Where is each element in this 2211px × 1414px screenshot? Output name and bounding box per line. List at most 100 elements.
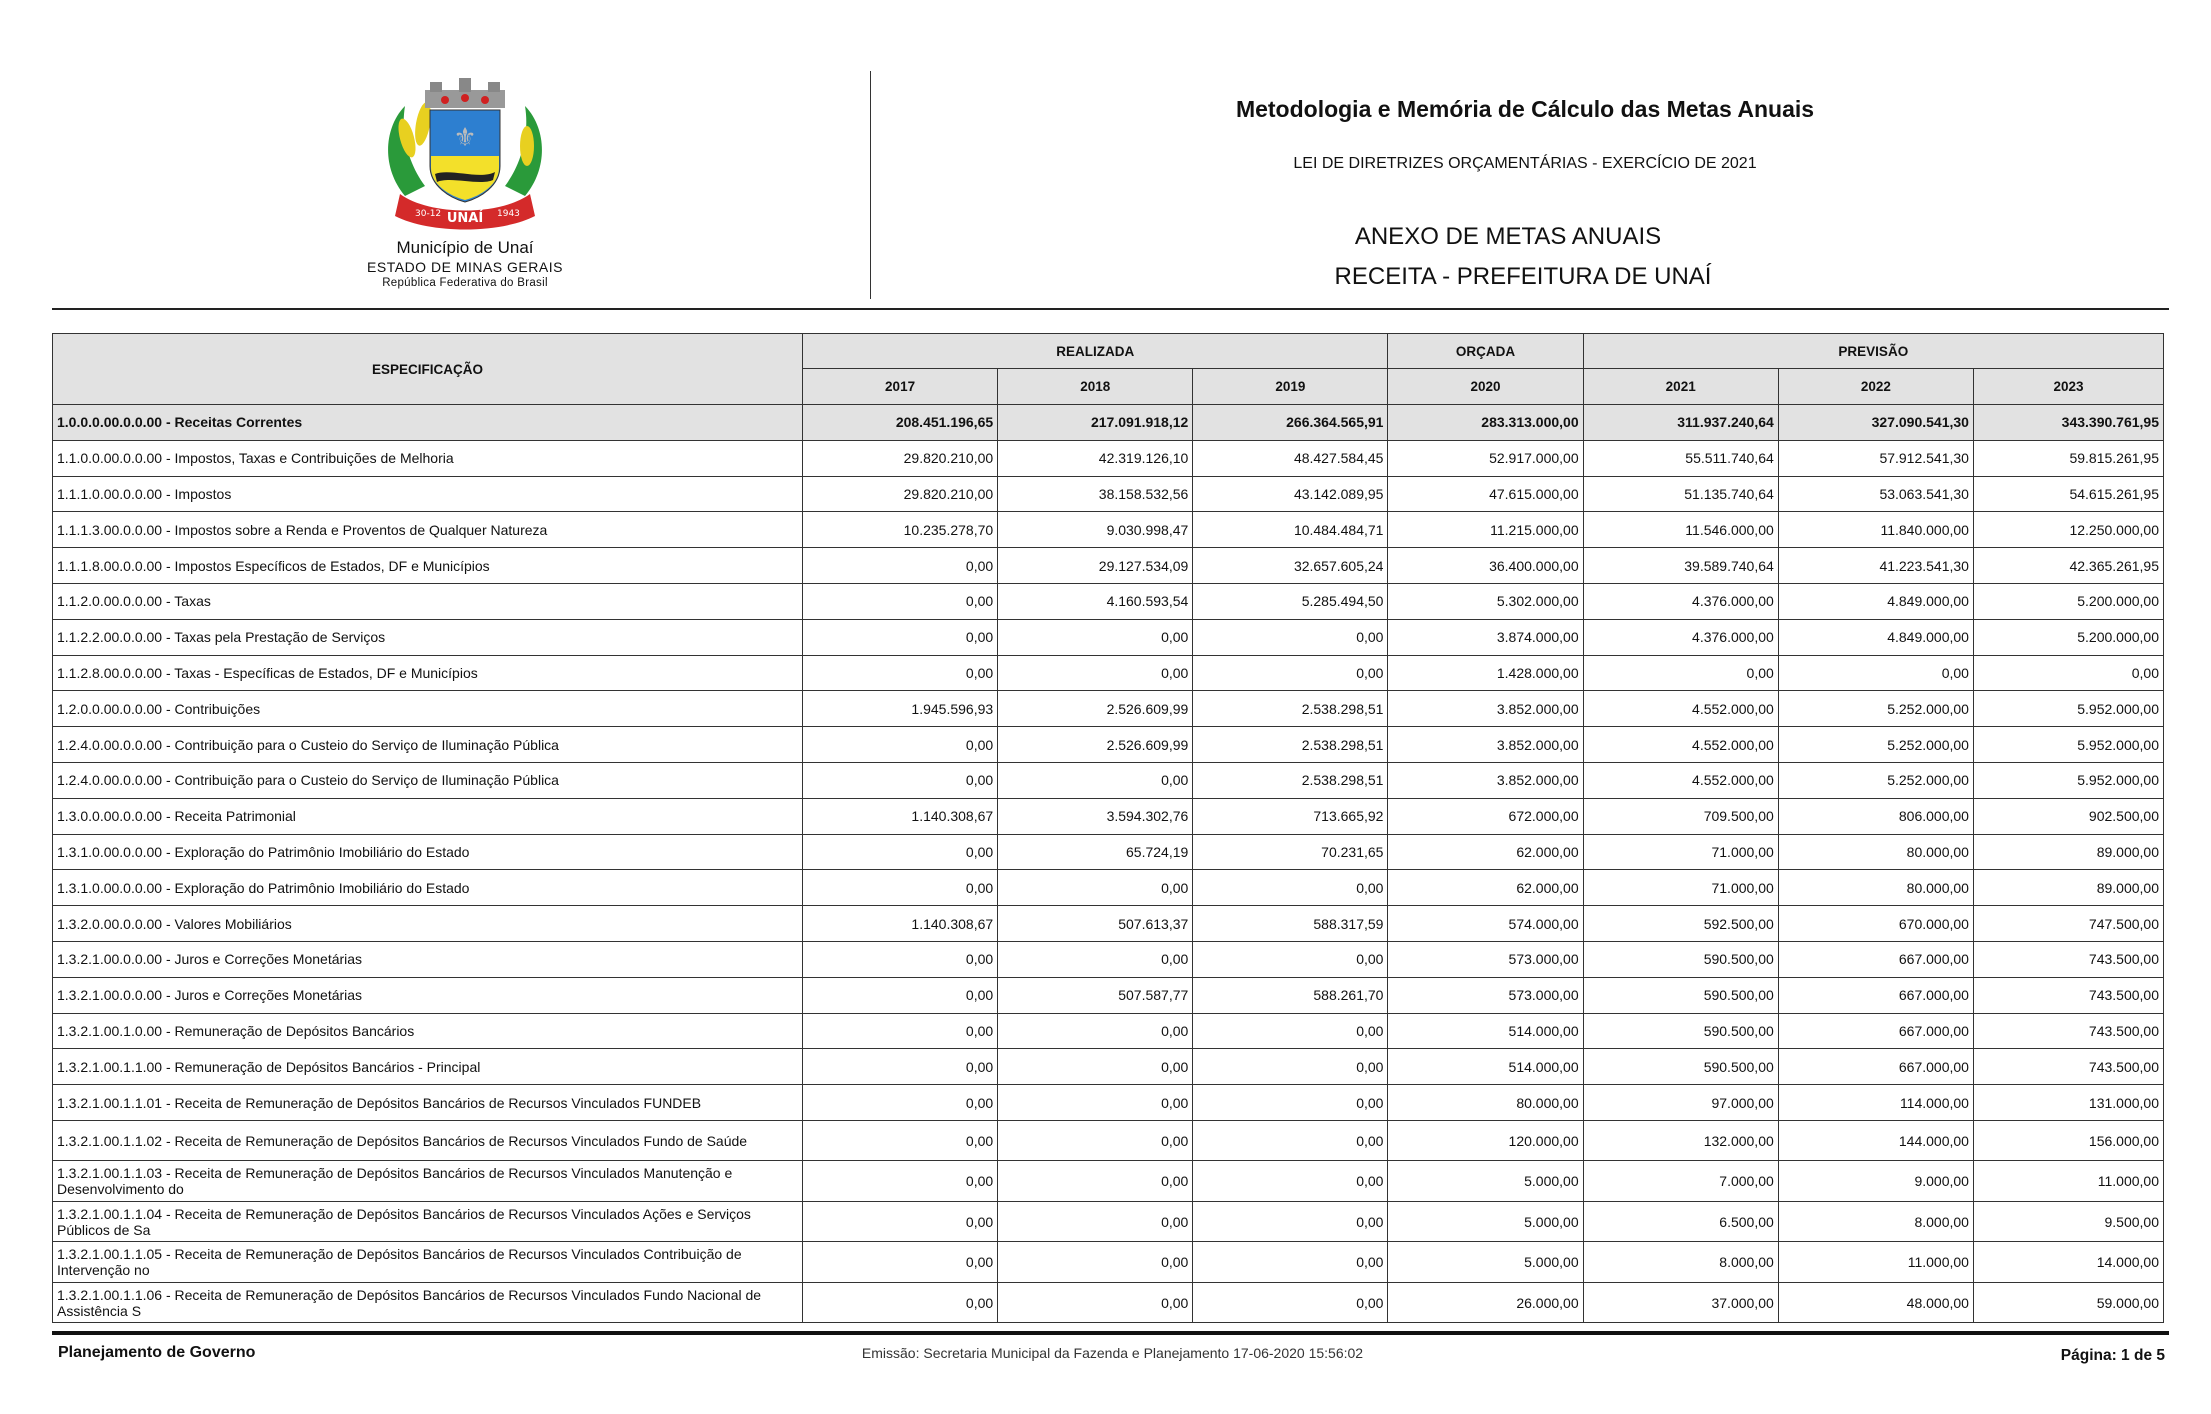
value-cell-2020: 5.000,00 — [1387, 1200, 1584, 1243]
value-cell-2017: 1.140.308,67 — [801, 905, 999, 942]
header-divider — [870, 71, 871, 299]
value-cell-2018: 0,00 — [997, 1200, 1194, 1243]
value-cell-2017: 0,00 — [801, 869, 999, 907]
row-specification: 1.3.2.1.00.1.1.04 - Receita de Remuneraç… — [52, 1200, 803, 1243]
value-cell-2017: 0,00 — [801, 1241, 999, 1283]
page-title: Metodologia e Memória de Cálculo das Met… — [1235, 96, 1815, 122]
year-header: 2022 — [1777, 368, 1974, 405]
value-cell-2020: 5.000,00 — [1387, 1241, 1584, 1283]
value-cell-2019: 2.538.298,51 — [1192, 761, 1389, 799]
value-cell-2022: 667.000,00 — [1777, 1012, 1974, 1050]
value-cell-2020: 672.000,00 — [1387, 797, 1584, 835]
table-row: 1.1.2.0.00.0.0.00 - Taxas 0,00 4.160.593,5… — [52, 582, 2165, 620]
year-header: 2019 — [1192, 368, 1389, 405]
value-cell-2023: 5.952.000,00 — [1972, 761, 2165, 799]
value-cell-2018: 0,00 — [997, 761, 1194, 799]
group-header-orcada: ORÇADA — [1387, 333, 1584, 369]
year-header: 2018 — [997, 368, 1194, 405]
value-cell-2020: 5.000,00 — [1387, 1160, 1584, 1202]
value-cell-2017: 10.235.278,70 — [801, 511, 999, 549]
value-cell-2019: 588.261,70 — [1192, 976, 1389, 1014]
row-specification: 1.3.1.0.00.0.0.00 - Exploração do Patrim… — [52, 869, 803, 907]
value-cell-2023: 5.200.000,00 — [1972, 618, 2165, 656]
state-name: ESTADO DE MINAS GERAIS — [367, 259, 563, 275]
value-cell-2017: 0,00 — [801, 940, 999, 978]
table-row: 1.3.2.1.00.1.1.04 - Receita de Remuneraç… — [52, 1200, 2165, 1243]
value-cell-2019: 0,00 — [1192, 1160, 1389, 1202]
value-cell-2020: 3.852.000,00 — [1387, 690, 1584, 728]
value-cell-2023: 42.365.261,95 — [1972, 547, 2165, 584]
value-cell-2018: 507.613,37 — [997, 905, 1194, 942]
value-cell-2023: 902.500,00 — [1972, 797, 2165, 835]
value-cell-2021: 6.500,00 — [1582, 1200, 1779, 1243]
row-specification: 1.3.0.0.00.0.0.00 - Receita Patrimonial — [52, 797, 803, 835]
value-cell-2021: 590.500,00 — [1582, 1012, 1779, 1050]
value-cell-2020: 514.000,00 — [1387, 1012, 1584, 1050]
value-cell-2022: 667.000,00 — [1777, 976, 1974, 1014]
table-row: 1.3.2.1.00.0.0.00 - Juros e Correções Mo… — [52, 976, 2165, 1014]
footer-department: Planejamento de Governo — [58, 1344, 256, 1361]
row-specification: 1.2.4.0.00.0.0.00 - Contribuição para o … — [52, 761, 803, 799]
value-cell-2019: 5.285.494,50 — [1192, 582, 1389, 620]
value-cell-2021: 39.589.740,64 — [1582, 547, 1779, 584]
table-row: 1.3.2.1.00.1.0.00 - Remuneração de Depós… — [52, 1012, 2165, 1050]
value-cell-2017: 0,00 — [801, 761, 999, 799]
crest-crown — [425, 78, 505, 108]
value-cell-2023: 743.500,00 — [1972, 1048, 2165, 1086]
value-cell-2017: 1.140.308,67 — [801, 797, 999, 835]
value-cell-2017: 29.820.210,00 — [801, 439, 999, 477]
value-cell-2023: 743.500,00 — [1972, 1012, 2165, 1050]
value-cell-2023: 5.200.000,00 — [1972, 582, 2165, 620]
value-cell-2021: 97.000,00 — [1582, 1084, 1779, 1121]
value-cell-2023: 5.952.000,00 — [1972, 690, 2165, 728]
value-cell-2021: 11.546.000,00 — [1582, 511, 1779, 549]
value-cell-2022: 144.000,00 — [1777, 1119, 1974, 1162]
table-row: 1.3.2.1.00.1.1.06 - Receita de Remuneraç… — [52, 1281, 2165, 1324]
value-cell-2019: 32.657.605,24 — [1192, 547, 1389, 584]
value-cell-2023: 12.250.000,00 — [1972, 511, 2165, 549]
row-specification: 1.0.0.0.00.0.0.00 - Receitas Correntes — [52, 404, 803, 441]
value-cell-2020: 120.000,00 — [1387, 1119, 1584, 1162]
value-cell-2018: 217.091.918,12 — [997, 404, 1194, 441]
value-cell-2019: 10.484.484,71 — [1192, 511, 1389, 549]
value-cell-2019: 0,00 — [1192, 1241, 1389, 1283]
row-specification: 1.3.2.1.00.1.0.00 - Remuneração de Depós… — [52, 1012, 803, 1050]
value-cell-2023: 89.000,00 — [1972, 833, 2165, 871]
value-cell-2020: 36.400.000,00 — [1387, 547, 1584, 584]
value-cell-2022: 53.063.541,30 — [1777, 475, 1974, 513]
row-specification: 1.3.2.1.00.0.0.00 - Juros e Correções Mo… — [52, 940, 803, 978]
value-cell-2022: 667.000,00 — [1777, 940, 1974, 978]
value-cell-2023: 131.000,00 — [1972, 1084, 2165, 1121]
value-cell-2018: 42.319.126,10 — [997, 439, 1194, 477]
value-cell-2023: 156.000,00 — [1972, 1119, 2165, 1162]
value-cell-2020: 26.000,00 — [1387, 1281, 1584, 1324]
value-cell-2023: 5.952.000,00 — [1972, 726, 2165, 763]
value-cell-2018: 0,00 — [997, 1281, 1194, 1324]
year-header: 2017 — [801, 368, 999, 405]
value-cell-2018: 0,00 — [997, 1012, 1194, 1050]
year-header: 2023 — [1972, 368, 2165, 405]
value-cell-2022: 5.252.000,00 — [1777, 761, 1974, 799]
value-cell-2019: 43.142.089,95 — [1192, 475, 1389, 513]
crest-leaves — [388, 102, 542, 196]
group-header-previsao: PREVISÃO — [1582, 333, 2165, 369]
value-cell-2017: 0,00 — [801, 976, 999, 1014]
value-cell-2023: 89.000,00 — [1972, 869, 2165, 907]
table-row: 1.3.2.1.00.1.1.00 - Remuneração de Depós… — [52, 1048, 2165, 1086]
row-specification: 1.1.1.0.00.0.0.00 - Impostos — [52, 475, 803, 513]
footer-rule — [52, 1331, 2169, 1335]
value-cell-2021: 592.500,00 — [1582, 905, 1779, 942]
table-row: 1.3.2.1.00.1.1.05 - Receita de Remuneraç… — [52, 1241, 2165, 1283]
value-cell-2018: 0,00 — [997, 1119, 1194, 1162]
value-cell-2022: 11.840.000,00 — [1777, 511, 1974, 549]
table-row: 1.2.4.0.00.0.0.00 - Contribuição para o … — [52, 761, 2165, 799]
value-cell-2019: 0,00 — [1192, 1084, 1389, 1121]
value-cell-2018: 0,00 — [997, 869, 1194, 907]
value-cell-2020: 62.000,00 — [1387, 833, 1584, 871]
value-cell-2021: 590.500,00 — [1582, 976, 1779, 1014]
value-cell-2017: 0,00 — [801, 582, 999, 620]
value-cell-2022: 11.000,00 — [1777, 1241, 1974, 1283]
value-cell-2022: 114.000,00 — [1777, 1084, 1974, 1121]
row-specification: 1.3.2.1.00.1.1.03 - Receita de Remuneraç… — [52, 1160, 803, 1202]
value-cell-2017: 0,00 — [801, 1048, 999, 1086]
